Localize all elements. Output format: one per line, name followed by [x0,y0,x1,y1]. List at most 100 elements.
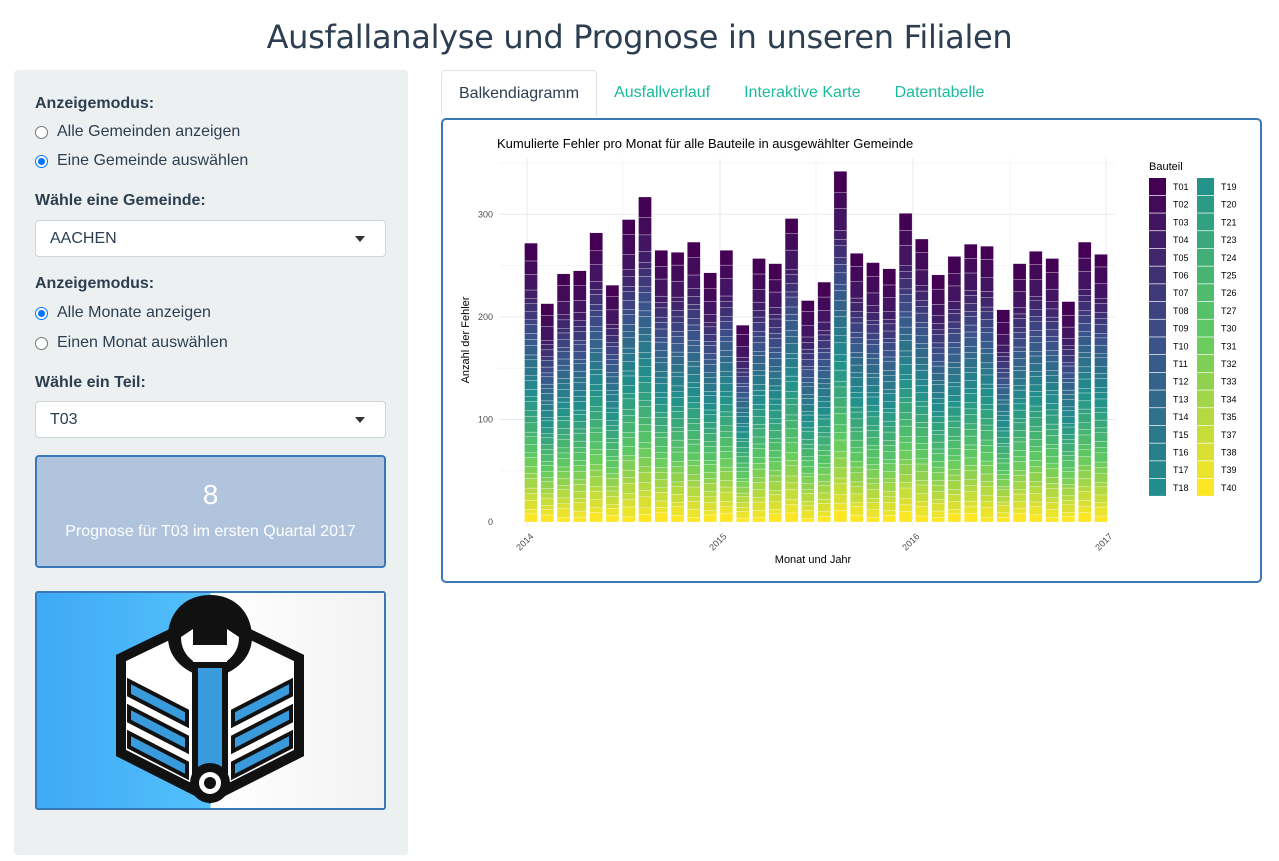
bar-segment-2016-04-T13 [964,352,978,359]
legend-swatch-T09 [1149,319,1166,337]
bar-segment-2016-10-T25 [1061,451,1076,456]
bar-segment-2016-05-T18 [980,388,994,397]
bar-segment-2016-07-T09 [1012,338,1027,348]
bar-segment-2015-09-T30 [850,451,864,462]
bar-segment-2016-07-T34 [1012,481,1027,490]
bar-segment-2016-03-T40 [947,513,962,523]
bar-segment-2014-01-T14 [524,359,538,368]
bar-segment-2014-02-T16 [540,404,554,411]
tab-balkendiagramm[interactable]: Balkendiagramm [441,70,598,116]
bar-segment-2016-12-T11 [1094,345,1108,354]
bar-segment-2015-01-T14 [719,362,734,372]
bar-segment-2015-09-T01 [850,253,864,267]
bar-segment-2014-01-T01 [524,242,538,262]
bar-segment-2015-08-T11 [833,289,848,301]
gemeinde-select[interactable]: AACHEN [35,220,386,257]
bar-segment-2016-12-T35 [1094,486,1108,496]
radio-one-monat[interactable]: Einen Monat auswählen [35,334,228,352]
bar-segment-2014-03-T15 [556,383,571,390]
bar-segment-2014-11-T05 [687,296,701,305]
bar-segment-2014-04-T12 [573,363,587,372]
tab-datentabelle[interactable]: Datentabelle [894,84,985,101]
bar-segment-2016-01-T38 [915,501,929,507]
bar-segment-2014-01-T04 [524,289,538,299]
chevron-down-icon [355,416,365,423]
bar-segment-2014-12-T07 [703,334,717,342]
bar-segment-2014-12-T13 [703,372,717,378]
legend-label-T03: T03 [1173,217,1189,227]
bar-segment-2014-12-T40 [703,514,717,523]
bar-segment-2015-04-T30 [768,457,782,462]
bar-segment-2016-07-T38 [1012,501,1027,509]
tab-bar: Balkendiagramm Ausfallverlauf Interaktive … [441,70,1001,116]
bar-segment-2016-10-T01 [1061,301,1076,316]
bar-segment-2015-06-T17 [801,411,815,416]
bar-segment-2014-11-T10 [687,330,701,341]
bar-segment-2014-09-T01 [654,250,668,267]
legend-swatch-T02 [1149,195,1166,213]
bar-segment-2015-03-T27 [752,448,766,458]
bar-segment-2015-11-T32 [882,471,896,479]
bar-segment-2014-02-T03 [540,326,554,341]
bar-segment-2016-02-T10 [931,353,945,362]
bar-segment-2015-10-T15 [866,377,880,386]
bar-segment-2016-11-T14 [1078,357,1092,368]
prognose-subtitle: Prognose für T03 im ersten Quartal 2017 [65,523,356,540]
bar-segment-2014-06-T18 [605,407,620,413]
bar-segment-2015-09-T15 [850,372,864,378]
bar-segment-2015-07-T09 [817,352,831,360]
bar-segment-2014-10-T11 [670,343,685,353]
bar-segment-2016-06-T30 [996,470,1010,475]
bar-segment-2015-08-T24 [833,397,848,408]
bar-segment-2015-08-T07 [833,257,848,265]
bar-segment-2015-04-T01 [768,263,782,281]
bar-segment-2016-08-T11 [1029,342,1043,352]
legend-swatch-T15 [1149,425,1166,443]
bar-segment-2016-11-T16 [1078,372,1092,380]
bar-segment-2016-02-T06 [931,329,945,335]
radio-all-gemeinden[interactable]: Alle Gemeinden anzeigen [35,123,240,141]
bar-segment-2016-06-T34 [996,489,1010,497]
radio-circle[interactable] [35,336,48,350]
radio-circle[interactable] [35,306,48,320]
bar-segment-2016-04-T16 [964,372,978,381]
bar-segment-2014-05-T18 [589,384,603,391]
bar-segment-2015-03-T08 [752,331,766,337]
bar-segment-2016-06-T37 [996,501,1010,506]
bar-segment-2016-02-T08 [931,342,945,349]
bar-segment-2014-01-T20 [524,401,538,411]
bar-segment-2014-08-T37 [638,490,652,497]
legend-swatch-T34 [1197,390,1214,408]
teil-select[interactable]: T03 [35,401,386,438]
radio-one-gemeinde[interactable]: Eine Gemeinde auswählen [35,152,248,170]
bar-segment-2016-08-T20 [1029,405,1043,412]
bar-segment-2014-07-T33 [622,469,636,478]
bar-segment-2015-12-T15 [898,350,913,358]
bar-segment-2015-09-T07 [850,317,864,324]
bar-segment-2016-01-T33 [915,471,929,481]
bar-segment-2015-01-T01 [719,250,734,266]
tab-ausfallverlauf[interactable]: Ausfallverlauf [614,84,711,101]
bar-segment-2015-12-T09 [898,302,913,313]
bar-segment-2016-03-T16 [947,382,962,388]
bar-segment-2015-03-T33 [752,477,766,483]
bar-segment-2014-01-T38 [524,500,538,510]
bar-segment-2016-11-T34 [1078,478,1092,487]
bar-segment-2015-04-T08 [768,333,782,339]
radio-circle[interactable] [35,125,48,139]
legend-swatch-T25 [1197,266,1214,284]
bar-segment-2014-04-T26 [573,447,587,453]
tab-interaktive-karte[interactable]: Interaktive Karte [744,84,861,101]
bar-segment-2015-01-T06 [719,307,734,317]
bar-segment-2015-06-T23 [801,439,815,445]
bar-segment-2014-08-T16 [638,352,652,359]
bar-segment-2015-09-T05 [850,302,864,312]
bar-segment-2016-07-T40 [1012,513,1027,523]
radio-all-monate[interactable]: Alle Monate anzeigen [35,304,211,322]
bar-segment-2016-02-T15 [931,384,945,393]
bar-segment-2014-09-T05 [654,302,668,309]
bar-segment-2014-02-T09 [540,366,554,374]
bar-segment-2015-02-T12 [736,397,750,402]
radio-circle[interactable] [35,154,48,168]
bar-segment-2015-09-T06 [850,311,864,318]
